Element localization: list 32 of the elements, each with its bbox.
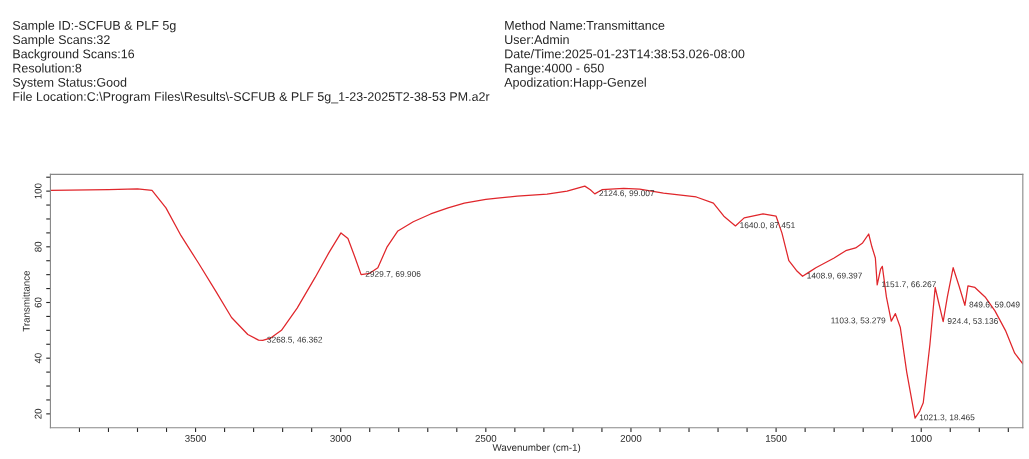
x-tick-label: 1500	[766, 434, 787, 442]
annotation: 2929.7, 69.906	[365, 270, 421, 278]
x-tick-label: 1000	[911, 434, 932, 442]
text: System Status:Good	[12, 77, 127, 90]
x-tick-label: 2500	[475, 434, 497, 442]
x-axis-title: Wavenumber (cm-1)	[492, 443, 581, 453]
annotation: 1021.3, 18.465	[919, 414, 975, 422]
text: Apodization:Happ-Genzel	[504, 77, 646, 90]
y-axis-title: Transmittance	[22, 270, 30, 332]
annotation: 3268.5, 46.362	[267, 336, 323, 344]
y-tick-label: 60	[34, 297, 42, 308]
text: Background Scans:16	[13, 49, 135, 61]
text: Date/Time:2025-01-23T14:38:53.026-08:00	[505, 49, 745, 59]
text: Method Name:Transmittance	[505, 20, 665, 30]
x-tick-label: 3000	[330, 434, 352, 442]
line-series	[50, 185, 1023, 419]
text: Sample Scans:32	[12, 34, 110, 47]
text: Sample ID:-SCFUB & PLF 5g	[12, 20, 176, 33]
x-tick-label: 3500	[185, 434, 206, 442]
text: File Location:C:\Program Files\Results\-SCFUB & PLF 5g_1-23-2025T2-38-53 PM.a2r	[13, 91, 490, 104]
annotation: 1408.9, 69.397	[807, 272, 862, 280]
text: Range:4000 - 650	[505, 63, 604, 75]
text: Resolution:8	[13, 63, 82, 73]
x-tick-label: 2000	[620, 434, 642, 442]
y-tick-label: 40	[34, 353, 42, 364]
text: User:Admin	[505, 34, 569, 45]
annotation: 2124.6, 99.007	[599, 190, 655, 198]
y-tick-label: 80	[34, 241, 42, 252]
annotation: 924.4, 53.136	[947, 318, 998, 325]
y-tick-label: 100	[34, 183, 42, 199]
annotation: 1103.3, 53.279	[831, 317, 886, 325]
y-tick-label: 20	[34, 408, 42, 419]
